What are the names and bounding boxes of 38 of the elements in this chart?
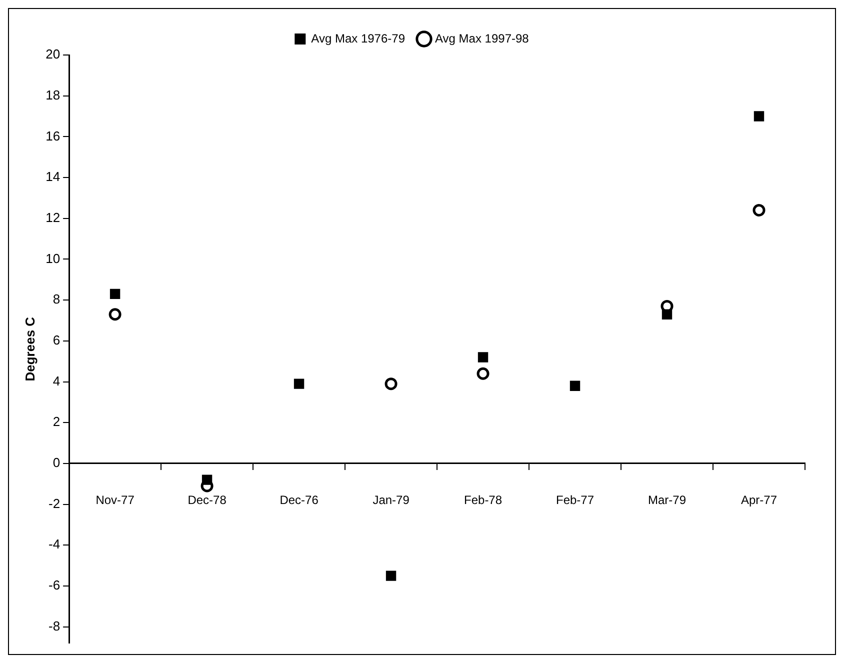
- point: [202, 474, 212, 485]
- point: [752, 204, 766, 216]
- y-tick-label: 16: [46, 128, 60, 144]
- point: [662, 309, 672, 320]
- x-tick-label: Feb-77: [556, 492, 594, 507]
- x-tick-label: Mar-79: [648, 492, 686, 507]
- point: [754, 111, 764, 122]
- y-tick-label: -8: [48, 618, 60, 634]
- y-tick-label: 10: [46, 250, 60, 266]
- y-tick-label: 14: [46, 169, 60, 184]
- y-tick-label: -6: [48, 578, 60, 593]
- x-tick-label: Dec-78: [188, 492, 227, 507]
- x-tick-label: Apr-77: [740, 492, 778, 507]
- point: [108, 308, 122, 321]
- point: [386, 570, 396, 581]
- x-tick-label: Feb-78: [464, 492, 502, 507]
- y-tick-label: 4: [52, 373, 60, 388]
- point: [570, 380, 580, 391]
- point: [294, 378, 304, 389]
- point: [476, 367, 490, 380]
- y-tick-label: 18: [46, 87, 60, 102]
- x-tick-label: Dec-76: [280, 492, 319, 507]
- y-tick-label: 6: [52, 332, 60, 348]
- y-tick-label: 0: [52, 455, 60, 470]
- y-tick-label: -4: [48, 536, 60, 552]
- y-tick-label: 20: [46, 46, 60, 62]
- y-tick-label: 12: [46, 210, 60, 225]
- point: [478, 352, 488, 362]
- x-tick-label: Jan-79: [372, 492, 410, 507]
- legend-label: Avg Max 1997-98: [435, 31, 530, 46]
- y-axis-title: Degrees C: [22, 316, 38, 382]
- y-tick-label: -2: [48, 496, 60, 511]
- x-tick-label: Nov-77: [96, 492, 135, 507]
- legend-label: Avg Max 1976-79: [311, 31, 406, 46]
- point: [110, 288, 120, 300]
- y-tick-label: 8: [52, 292, 60, 307]
- y-tick-label: 2: [52, 414, 60, 430]
- point: [384, 378, 398, 390]
